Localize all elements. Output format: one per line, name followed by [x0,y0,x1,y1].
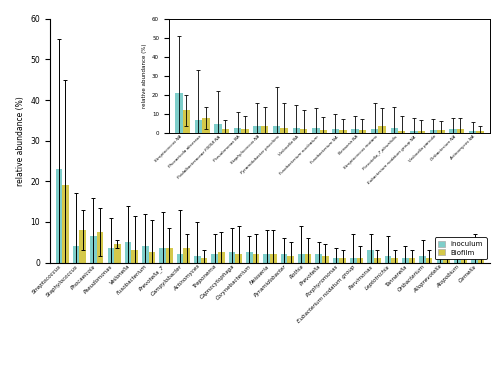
Bar [218,252,224,262]
Bar [472,258,478,262]
Bar [246,252,252,262]
Bar [166,248,172,262]
Bar [374,258,380,262]
Bar [142,246,148,262]
Bar [332,258,340,262]
Bar [322,256,328,262]
Bar [356,258,363,262]
Bar [148,252,156,262]
Bar [304,254,311,262]
Bar [426,258,432,262]
Bar [200,258,207,262]
Bar [132,251,138,262]
Bar [270,254,276,262]
Bar [62,185,68,262]
Bar [460,261,467,262]
Bar [402,258,408,262]
Bar [392,258,398,262]
Bar [212,254,218,262]
Bar [229,252,235,262]
Bar [478,258,484,262]
Bar [184,248,190,262]
Bar [436,258,443,262]
Bar [80,230,86,262]
Bar [108,248,114,262]
Bar [454,258,460,262]
Bar [420,256,426,262]
Bar [114,244,120,262]
Bar [368,251,374,262]
Bar [125,242,132,262]
Bar [340,258,346,262]
Bar [56,169,62,262]
Legend: inoculum, Biofilm: inoculum, Biofilm [434,237,486,259]
Bar [236,254,242,262]
Bar [90,236,97,262]
Bar [264,254,270,262]
Bar [298,254,304,262]
Bar [252,254,260,262]
Bar [350,258,356,262]
Bar [316,254,322,262]
Bar [384,256,392,262]
Bar [97,232,103,262]
Bar [73,246,80,262]
Bar [288,256,294,262]
Bar [280,254,287,262]
Bar [194,256,200,262]
Bar [160,248,166,262]
Bar [443,258,450,262]
Bar [177,254,184,262]
Bar [408,258,415,262]
Y-axis label: relative abundance (%): relative abundance (%) [16,96,25,186]
